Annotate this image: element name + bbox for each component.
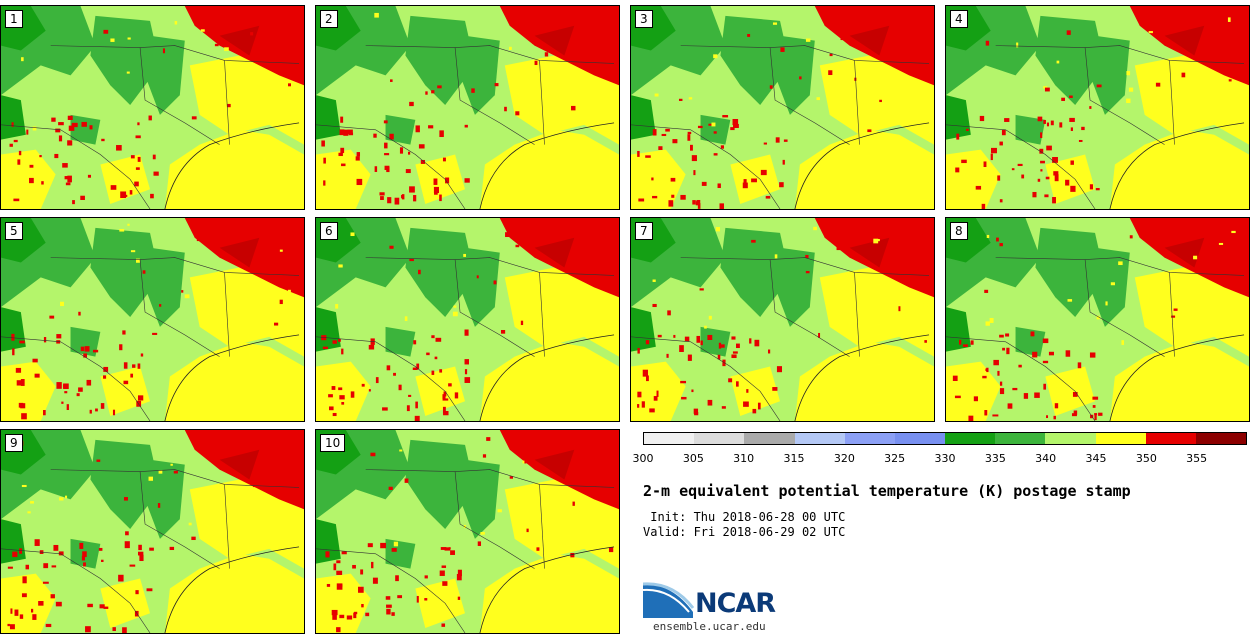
member-number-label: 1	[5, 10, 23, 28]
valid-time: Valid: Fri 2018-06-29 02 UTC	[643, 525, 846, 539]
ensemble-member-panel: 10	[315, 429, 620, 634]
colorbar-segment	[1045, 433, 1096, 444]
member-number-label: 5	[5, 222, 23, 240]
colorbar-tick-label: 330	[934, 452, 956, 465]
colorbar-tick-label: 350	[1135, 452, 1157, 465]
member-number-label: 10	[320, 434, 346, 452]
ensemble-member-panel: 7	[630, 217, 935, 422]
colorbar-tick-label: 300	[632, 452, 654, 465]
ncar-logo-text: NCAR	[695, 588, 776, 619]
ncar-logo-icon	[643, 582, 695, 618]
member-number-label: 2	[320, 10, 338, 28]
member-number-label: 8	[950, 222, 968, 240]
ensemble-member-panel: 9	[0, 429, 305, 634]
map-field	[316, 6, 619, 209]
ensemble-member-panel: 1	[0, 5, 305, 210]
figure-title: 2-m equivalent potential temperature (K)…	[643, 482, 1131, 500]
ensemble-member-panel: 6	[315, 217, 620, 422]
colorbar-tick-label: 345	[1085, 452, 1107, 465]
ensemble-member-panel: 3	[630, 5, 935, 210]
map-field	[316, 430, 619, 633]
ensemble-member-panel: 4	[945, 5, 1250, 210]
ensemble-member-panel: 8	[945, 217, 1250, 422]
colorbar-segment	[1095, 433, 1146, 444]
map-field	[316, 218, 619, 421]
colorbar-segment	[894, 433, 946, 444]
map-field	[1, 6, 304, 209]
colorbar-segment	[694, 433, 745, 444]
member-number-label: 9	[5, 434, 23, 452]
member-number-label: 7	[635, 222, 653, 240]
colorbar-tick-label: 355	[1186, 452, 1208, 465]
map-field	[631, 6, 934, 209]
colorbar-tick-label: 340	[1035, 452, 1057, 465]
member-number-label: 6	[320, 222, 338, 240]
map-field	[1, 430, 304, 633]
colorbar-tick-label: 315	[783, 452, 805, 465]
colorbar-tick-label: 325	[884, 452, 906, 465]
member-number-label: 4	[950, 10, 968, 28]
colorbar	[643, 432, 1247, 445]
colorbar-segment	[794, 433, 845, 444]
colorbar-segment	[844, 433, 895, 444]
colorbar-tick-label: 335	[984, 452, 1006, 465]
colorbar-segment	[744, 433, 795, 444]
map-field	[946, 6, 1249, 209]
member-number-label: 3	[635, 10, 653, 28]
map-field	[1, 218, 304, 421]
ensemble-member-panel: 2	[315, 5, 620, 210]
colorbar-segment	[1145, 433, 1196, 444]
map-field	[946, 218, 1249, 421]
init-time: Init: Thu 2018-06-28 00 UTC	[643, 510, 846, 524]
map-field	[631, 218, 934, 421]
colorbar-segment	[644, 433, 695, 444]
ensemble-member-panel: 5	[0, 217, 305, 422]
colorbar-segment	[995, 433, 1046, 444]
colorbar-segment	[1195, 433, 1247, 444]
colorbar-tick-label: 310	[733, 452, 755, 465]
colorbar-tick-label: 305	[682, 452, 704, 465]
colorbar-tick-label: 320	[833, 452, 855, 465]
colorbar-segment	[945, 433, 996, 444]
ensemble-url[interactable]: ensemble.ucar.edu	[653, 620, 766, 633]
